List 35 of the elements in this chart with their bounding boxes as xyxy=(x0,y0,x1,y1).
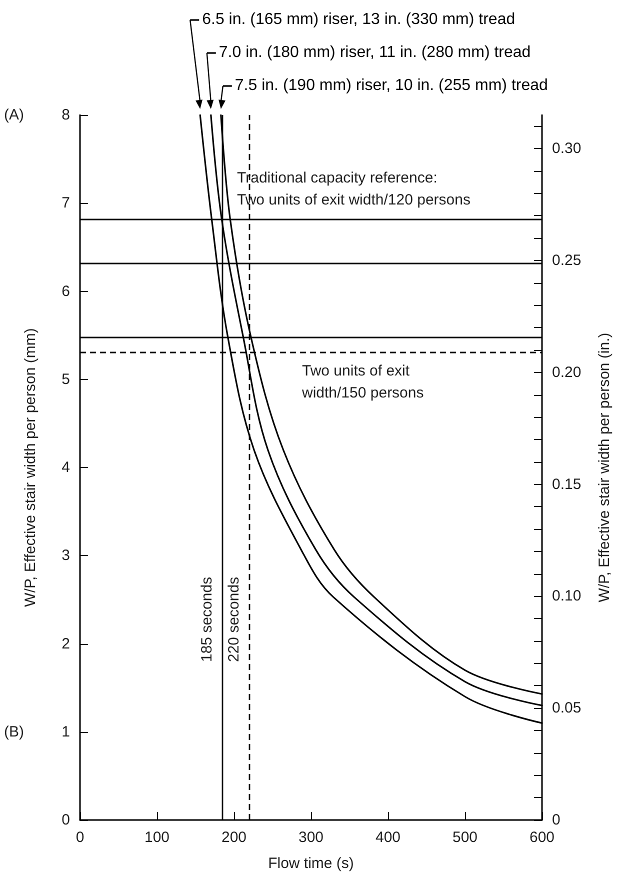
x-tick-label: 600 xyxy=(529,829,555,846)
y-tick-label: 3 xyxy=(62,547,70,564)
y2-tick-label: 0.05 xyxy=(552,700,582,717)
x-tick-label: 500 xyxy=(452,829,478,846)
y-tick-label: 4 xyxy=(62,459,70,476)
y2-tick-label: 0.25 xyxy=(552,252,582,269)
x-tick-label: 300 xyxy=(298,829,324,846)
y-tick-label: 6 xyxy=(62,282,70,300)
ref-line-label: Two units of exit width/150 persons xyxy=(301,362,424,402)
y-tick-label: 7 xyxy=(62,194,70,212)
legend-label: 7.0 in. (180 mm) riser, 11 in. (280 mm) tread xyxy=(218,44,531,62)
legend-label: 6.5 in. (165 mm) riser, 13 in. (330 mm) tread xyxy=(202,11,516,28)
y-tick-label: 2 xyxy=(62,635,70,652)
text: (B) xyxy=(4,723,24,740)
x-axis-title: Flow time (s) xyxy=(268,855,354,872)
ref-line-label: 220 seconds xyxy=(225,576,242,662)
y-tick-label: 5 xyxy=(62,370,70,388)
y2-tick-label: 0.10 xyxy=(552,588,582,605)
y2-axis-title: W/P, Effective stair width per person (in.) xyxy=(596,332,613,602)
ref-line-label: Traditional capacity reference: Two units of exit width/120 persons xyxy=(237,169,470,208)
x-tick-label: 400 xyxy=(375,829,401,846)
legend-label: 7.5 in. (190 mm) riser, 10 in. (255 mm) tread xyxy=(234,77,548,94)
y2-tick-label: 0.15 xyxy=(552,476,582,493)
x-tick-label: 200 xyxy=(221,829,247,846)
ref-line-label: 185 seconds xyxy=(198,576,216,662)
y2-tick-label: 0 xyxy=(552,812,560,828)
y2-tick-label: 0.20 xyxy=(552,364,582,381)
x-tick-label: 0 xyxy=(76,829,84,846)
y-tick-label: 8 xyxy=(62,106,70,124)
y-tick-label: 1 xyxy=(62,723,70,740)
y-tick-label: 0 xyxy=(62,812,70,828)
text: (A) xyxy=(4,106,24,124)
x-tick-label: 100 xyxy=(144,829,170,846)
y2-tick-label: 0.30 xyxy=(552,140,582,158)
y-axis-title: W/P, Effective stair width per person (mm) xyxy=(22,328,39,607)
